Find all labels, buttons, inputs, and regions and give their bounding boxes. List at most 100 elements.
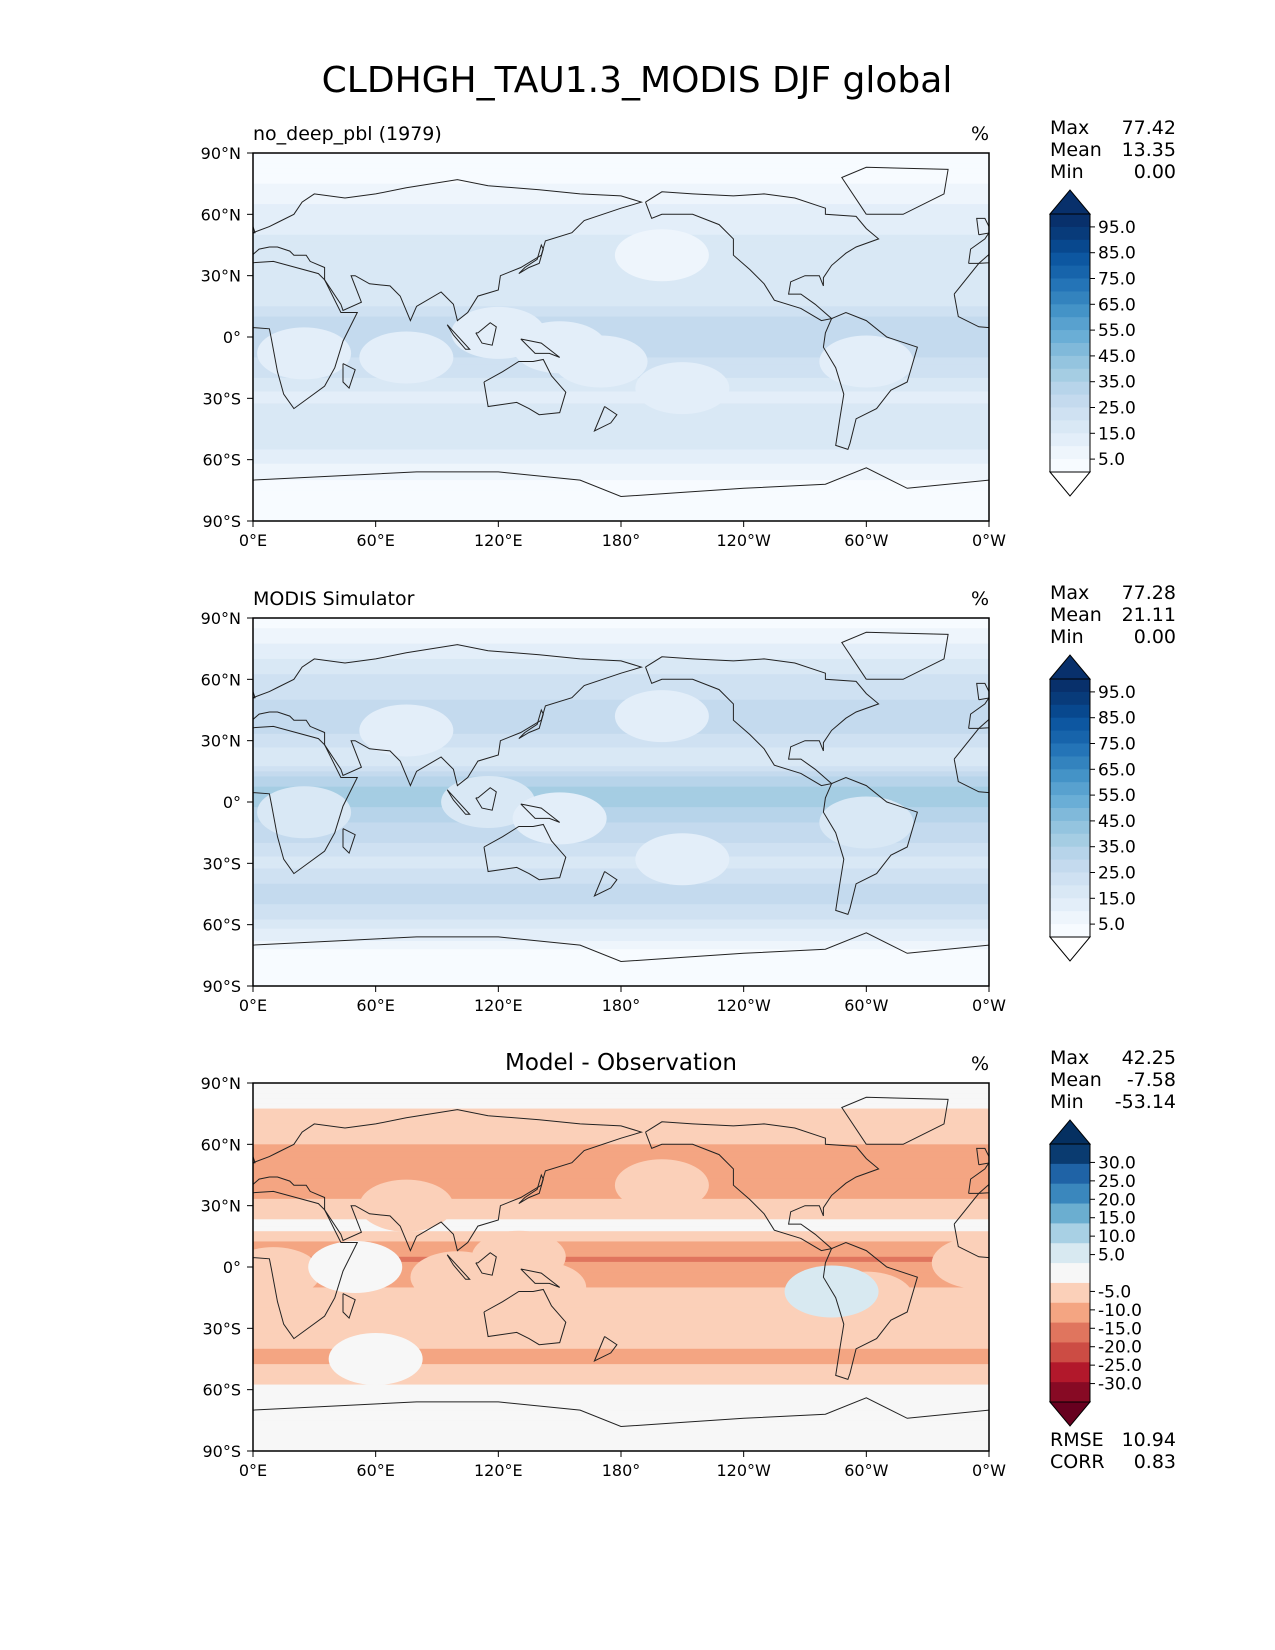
field-band bbox=[253, 776, 989, 783]
x-tick-label: 120°E bbox=[474, 1461, 523, 1480]
field-band bbox=[253, 1426, 989, 1434]
colorbar-extend-under bbox=[1048, 471, 1092, 497]
field-band bbox=[253, 418, 989, 425]
colorbar-tick-label: 75.0 bbox=[1098, 270, 1136, 290]
coastline-newzealand bbox=[593, 406, 618, 433]
field-band bbox=[253, 459, 989, 465]
field-band bbox=[253, 467, 989, 473]
coastline-australia bbox=[1220, 360, 1275, 415]
field-band bbox=[253, 664, 989, 670]
field-band bbox=[253, 1198, 989, 1207]
field-band bbox=[253, 628, 989, 634]
coastline-southamerica bbox=[822, 311, 919, 451]
field-band bbox=[253, 973, 989, 981]
units-label: % bbox=[971, 123, 989, 145]
field-band bbox=[253, 268, 989, 277]
field-band bbox=[253, 1287, 989, 1295]
field-band bbox=[253, 1348, 989, 1355]
field-band bbox=[253, 1420, 989, 1427]
field-band bbox=[253, 1093, 989, 1099]
colorbar-bin bbox=[1050, 1243, 1090, 1264]
colorbar-bin bbox=[1050, 730, 1090, 744]
colorbar-tick-label: 25.0 bbox=[1098, 399, 1136, 419]
coastline-newguinea bbox=[1257, 1269, 1275, 1287]
stat-mean-value: -7.58 bbox=[1127, 1069, 1176, 1091]
colorbar-bin bbox=[1050, 265, 1090, 279]
field-feature bbox=[441, 776, 536, 828]
colorbar-bin bbox=[1050, 355, 1090, 370]
field-band bbox=[253, 1379, 989, 1386]
field-band bbox=[253, 158, 989, 164]
field-band bbox=[253, 1444, 989, 1451]
field-band bbox=[253, 1103, 989, 1110]
colorbar-tick-label: 45.0 bbox=[1098, 347, 1136, 367]
colorbar-bin bbox=[1050, 420, 1090, 434]
colorbar-bin bbox=[1050, 898, 1090, 912]
stat-max-label: Max bbox=[1050, 1047, 1089, 1069]
field-band bbox=[253, 932, 989, 938]
colorbar-bin bbox=[1050, 679, 1090, 693]
x-tick-label: 0°W bbox=[972, 996, 1006, 1015]
field-band bbox=[253, 471, 989, 477]
field-band bbox=[253, 979, 989, 986]
colorbar-bin bbox=[1050, 808, 1090, 822]
stat-max-label: Max bbox=[1050, 582, 1089, 604]
field-band bbox=[253, 894, 989, 900]
field-band bbox=[253, 439, 989, 445]
field-feature bbox=[819, 796, 914, 849]
colorbar-bin bbox=[1050, 291, 1090, 305]
field-band bbox=[253, 227, 989, 236]
coastline-greenland bbox=[106, 167, 212, 214]
colorbar-bin bbox=[1050, 717, 1090, 732]
coastline-borneo bbox=[1212, 1253, 1233, 1276]
panel-reference: 0°E 60°E 120°E 180° 120°W 60°W 0°W 90°N 60°N 30°N… bbox=[201, 582, 1176, 1015]
y-tick-label: 30°S bbox=[202, 389, 241, 408]
field-band bbox=[253, 234, 989, 243]
stats-block: Max 77.28 Mean 21.11 Min 0.00 bbox=[1050, 582, 1176, 648]
y-tick-label: 60°N bbox=[201, 1135, 241, 1154]
field-band bbox=[253, 1219, 989, 1227]
colorbar-bin bbox=[1050, 1144, 1090, 1165]
field-band bbox=[253, 842, 989, 851]
colorbar: -30.0-25.0-20.0-15.0-10.0-5.0 5.010.015.0… bbox=[1048, 1119, 1142, 1427]
field-feature bbox=[257, 786, 352, 839]
field-feature bbox=[614, 690, 709, 743]
field-band bbox=[253, 1108, 989, 1115]
coastline-northamerica bbox=[645, 656, 880, 787]
coastline-borneo bbox=[475, 322, 497, 346]
panel-difference: 0°E 60°E 120°E 180° 120°W 60°W 0°W 90°N 60°N 30°N… bbox=[201, 1047, 1275, 1480]
field-band bbox=[253, 878, 989, 885]
map-area: 0°E 60°E 120°E 180° 120°W 60°W 0°W 90°N 60°N 30°N… bbox=[201, 609, 1007, 1015]
colorbar-bin bbox=[1050, 252, 1090, 267]
stat-mean-label: Mean bbox=[1050, 139, 1102, 161]
x-tick-label: 0°E bbox=[239, 996, 267, 1015]
x-tick-label: 180° bbox=[602, 996, 641, 1015]
field-band bbox=[253, 1098, 989, 1104]
field-band bbox=[253, 829, 989, 837]
coastline-eurasia bbox=[253, 1109, 644, 1252]
field-band bbox=[253, 209, 989, 215]
coastline-japan bbox=[518, 708, 544, 740]
coastline-borneo bbox=[1212, 323, 1233, 346]
coastline-antarctica bbox=[253, 1397, 989, 1451]
field-band bbox=[253, 1277, 989, 1283]
field-band bbox=[253, 1123, 989, 1130]
colorbar-bin bbox=[1050, 769, 1090, 783]
field-band bbox=[253, 909, 989, 915]
colorbar-tick-label: 20.0 bbox=[1098, 1190, 1136, 1210]
colorbar-extend-over bbox=[1048, 654, 1092, 680]
stat-corr-value: 0.83 bbox=[1134, 1451, 1176, 1473]
field-band bbox=[253, 883, 989, 890]
field-band bbox=[253, 1241, 989, 1248]
colorbar-bin bbox=[1050, 782, 1090, 796]
field-band bbox=[253, 924, 989, 930]
field-band bbox=[253, 1088, 989, 1094]
coastline-madagascar bbox=[342, 1293, 356, 1320]
colorbar-bin bbox=[1050, 214, 1090, 228]
colorbar: 5.0 15.0 25.0 35.0 45.0 55.0 65.0 75.0 85.0 95.0 bbox=[1048, 189, 1136, 497]
field-band bbox=[253, 643, 989, 650]
colorbar-tick-label: 85.0 bbox=[1098, 709, 1136, 729]
field-band bbox=[253, 434, 989, 440]
colorbar-tick-label: -10.0 bbox=[1098, 1301, 1142, 1321]
field-band bbox=[253, 633, 989, 639]
